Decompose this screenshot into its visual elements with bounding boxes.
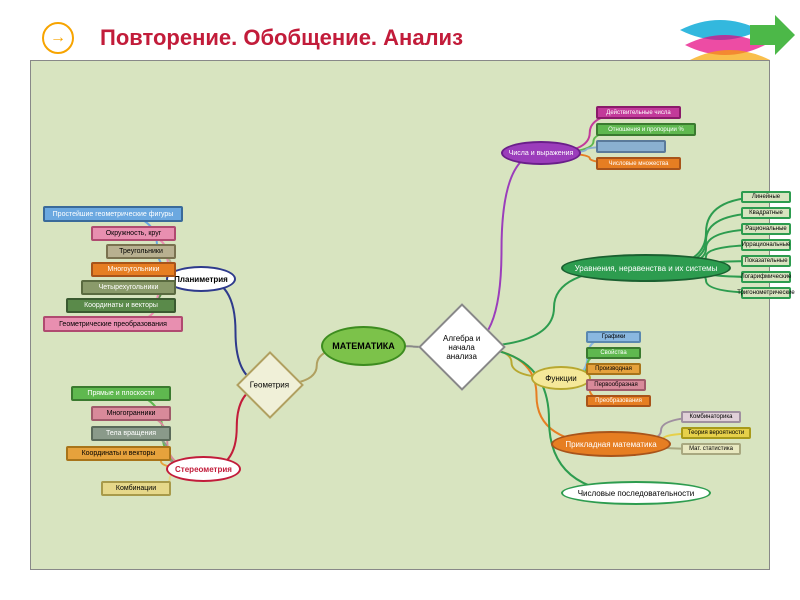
node-s4: Координаты и векторы [66, 446, 171, 461]
node-p1: Простейшие геометрические фигуры [43, 206, 183, 222]
node-e5: Показательные [741, 255, 791, 267]
node-s3: Тела вращения [91, 426, 171, 441]
node-a1: Комбинаторика [681, 411, 741, 423]
node-e4: Иррациональные [741, 239, 791, 251]
node-n4: Числовые множества [596, 157, 681, 170]
node-math: МАТЕМАТИКА [321, 326, 406, 366]
node-a3: Мат. статистика [681, 443, 741, 455]
node-geom: Геометрия [236, 351, 304, 419]
node-f2: Свойства [586, 347, 641, 359]
node-f3: Производная [586, 363, 641, 375]
node-algebra: Алгебра и начала анализа [418, 303, 506, 391]
node-applied: Прикладная математика [551, 431, 671, 457]
node-s5: Комбинации [101, 481, 171, 496]
slide-title: Повторение. Обобщение. Анализ [100, 25, 463, 51]
node-n2: Отношения и пропорции % [596, 123, 696, 136]
node-e1: Линейные [741, 191, 791, 203]
node-stereo: Стереометрия [166, 456, 241, 482]
node-eqns: Уравнения, неравенства и их системы [561, 254, 731, 282]
node-plan: Планиметрия [166, 266, 236, 292]
node-e6: Логарифмические [741, 271, 791, 283]
node-p7: Геометрические преобразования [43, 316, 183, 332]
node-f4: Первообразная [586, 379, 646, 391]
node-e3: Рациональные [741, 223, 791, 235]
node-n3 [596, 140, 666, 153]
node-e2: Квадратные [741, 207, 791, 219]
node-p4: Многоугольники [91, 262, 176, 277]
mindmap-diagram: МАТЕМАТИКА Геометрия Алгебра и начала анал… [30, 60, 770, 570]
node-p2: Окружность, круг [91, 226, 176, 241]
node-a2: Теория вероятности [681, 427, 751, 439]
node-s1: Прямые и плоскости [71, 386, 171, 401]
node-f1: Графики [586, 331, 641, 343]
node-seq: Числовые последовательности [561, 481, 711, 505]
node-f5: Преобразования [586, 395, 651, 407]
node-nums: Числа и выражения [501, 141, 581, 165]
node-n1: Действительные числа [596, 106, 681, 119]
node-p6: Координаты и векторы [66, 298, 176, 313]
node-funcs: Функции [531, 366, 591, 390]
node-s2: Многогранники [91, 406, 171, 421]
bullet-arrow-icon [42, 22, 74, 54]
node-e7: Тригонометрические [741, 287, 791, 299]
node-p5: Четырехугольники [81, 280, 176, 295]
node-p3: Треугольники [106, 244, 176, 259]
